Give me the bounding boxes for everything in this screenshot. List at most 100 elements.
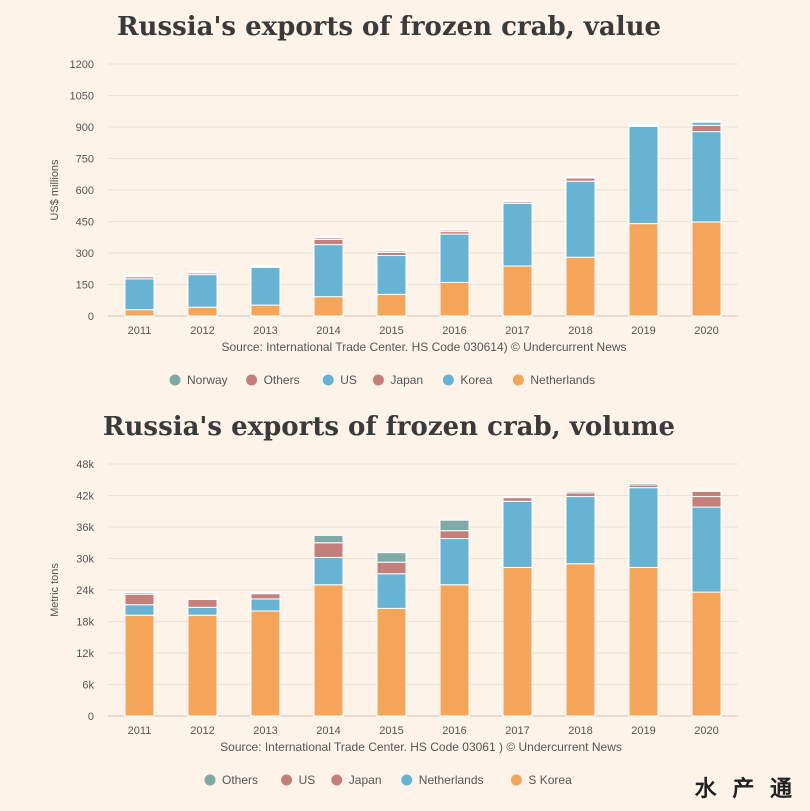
bar-segment[interactable]	[187, 274, 218, 308]
legend-item[interactable]: Netherlands	[401, 773, 484, 787]
y-tick-label: 36k	[76, 522, 94, 534]
bar-segment[interactable]	[439, 538, 470, 586]
legend-item[interactable]: Others	[204, 773, 259, 787]
legend-item[interactable]: S Korea	[510, 773, 572, 787]
bar-segment[interactable]	[376, 607, 407, 717]
bar-segment[interactable]	[502, 496, 533, 499]
bar-segment[interactable]	[691, 489, 722, 492]
legend-item[interactable]: Netherlands	[512, 373, 595, 387]
legend-marker	[401, 774, 413, 786]
bar-segment[interactable]	[565, 175, 596, 178]
bar-segment[interactable]	[376, 573, 407, 609]
bar-segment[interactable]	[376, 552, 407, 563]
bar-segment[interactable]	[502, 265, 533, 317]
bar-segment[interactable]	[439, 281, 470, 317]
legend-item[interactable]: US	[281, 773, 315, 787]
bar-segment[interactable]	[502, 500, 533, 568]
bar-segment[interactable]	[565, 490, 596, 494]
bar-segment[interactable]	[502, 202, 533, 267]
bar-segment[interactable]	[187, 614, 218, 717]
bar-segment[interactable]	[628, 223, 659, 317]
bar-segment[interactable]	[691, 490, 722, 498]
bar-segment[interactable]	[439, 584, 470, 717]
y-tick-label: 30k	[76, 554, 94, 566]
bar-segment[interactable]	[313, 542, 344, 558]
legend-marker	[322, 374, 334, 386]
bar-segment[interactable]	[376, 561, 407, 575]
bar-segment[interactable]	[439, 233, 470, 283]
legend-marker	[281, 774, 293, 786]
bar-segment[interactable]	[124, 309, 155, 317]
y-tick-label: 42k	[76, 491, 94, 503]
bar-segment[interactable]	[691, 131, 722, 223]
bar-segment[interactable]	[376, 293, 407, 317]
bar-segment[interactable]	[376, 249, 407, 252]
bar-segment[interactable]	[187, 270, 218, 273]
bar-segment[interactable]	[439, 530, 470, 540]
legend-item[interactable]: Others	[246, 373, 300, 387]
bar-segment[interactable]	[565, 492, 596, 498]
bar-segment[interactable]	[313, 584, 344, 717]
legend-label: Norway	[187, 373, 228, 387]
x-tick-label: 2012	[190, 725, 214, 737]
x-tick-label: 2013	[253, 325, 277, 337]
legend-label: Japan	[349, 773, 382, 787]
bar-segment[interactable]	[313, 244, 344, 298]
watermark-logo: 水 产 通	[694, 777, 796, 802]
chart-title-value: Russia's exports of frozen crab, value	[116, 12, 662, 42]
bar-segment[interactable]	[691, 506, 722, 593]
legend-item[interactable]: Korea	[442, 373, 493, 387]
legend-item[interactable]: US	[322, 373, 357, 387]
bar-segment[interactable]	[313, 238, 344, 246]
bar-segment[interactable]	[187, 597, 218, 600]
bar-segment[interactable]	[250, 304, 281, 317]
bar-segment[interactable]	[628, 482, 659, 486]
bar-segment[interactable]	[250, 598, 281, 612]
legend-item[interactable]: Japan	[331, 773, 382, 787]
bar-segment[interactable]	[502, 566, 533, 717]
bar-segment[interactable]	[124, 593, 155, 606]
bar-segment[interactable]	[250, 592, 281, 595]
bar-segment[interactable]	[250, 593, 281, 600]
legend-label: Others	[222, 773, 258, 787]
bar-segment[interactable]	[250, 610, 281, 717]
bar-segment[interactable]	[628, 487, 659, 568]
bar-segment[interactable]	[691, 124, 722, 133]
bar-segment[interactable]	[124, 614, 155, 717]
bar-segment[interactable]	[565, 496, 596, 565]
bar-segment[interactable]	[124, 278, 155, 311]
legend-marker	[169, 374, 181, 386]
legend-item[interactable]: Japan	[372, 373, 423, 387]
bar-segment[interactable]	[691, 496, 722, 508]
bar-segment[interactable]	[628, 125, 659, 225]
y-tick-label: 600	[76, 185, 94, 197]
bar-segment[interactable]	[628, 566, 659, 717]
bar-segment[interactable]	[124, 592, 155, 595]
bar-segment[interactable]	[187, 306, 218, 317]
bar-segment[interactable]	[565, 180, 596, 258]
bar-segment[interactable]	[124, 274, 155, 277]
bar-segment[interactable]	[691, 221, 722, 317]
bar-segment[interactable]	[439, 228, 470, 231]
y-tick-label: 0	[88, 311, 94, 323]
bar-segment[interactable]	[313, 236, 344, 239]
legend-item[interactable]: Norway	[169, 373, 228, 387]
bar-segment[interactable]	[313, 296, 344, 317]
y-tick-label: 450	[76, 217, 94, 229]
bar-segment[interactable]	[502, 497, 533, 502]
bar-segment[interactable]	[691, 591, 722, 717]
bar-segment[interactable]	[124, 604, 155, 616]
y-axis-label: US$ millions	[49, 159, 61, 221]
legend-label: US	[299, 773, 316, 787]
bar-segment[interactable]	[439, 519, 470, 532]
chart-title-volume: Russia's exports of frozen crab, volume	[102, 412, 676, 442]
bar-segment[interactable]	[376, 255, 407, 295]
bar-segment[interactable]	[250, 266, 281, 306]
bar-segment[interactable]	[565, 256, 596, 317]
bar-segment[interactable]	[565, 563, 596, 717]
x-tick-label: 2018	[568, 725, 592, 737]
bar-segment[interactable]	[187, 606, 218, 616]
bar-segment[interactable]	[187, 598, 218, 608]
bar-segment[interactable]	[313, 534, 344, 544]
bar-segment[interactable]	[313, 556, 344, 586]
